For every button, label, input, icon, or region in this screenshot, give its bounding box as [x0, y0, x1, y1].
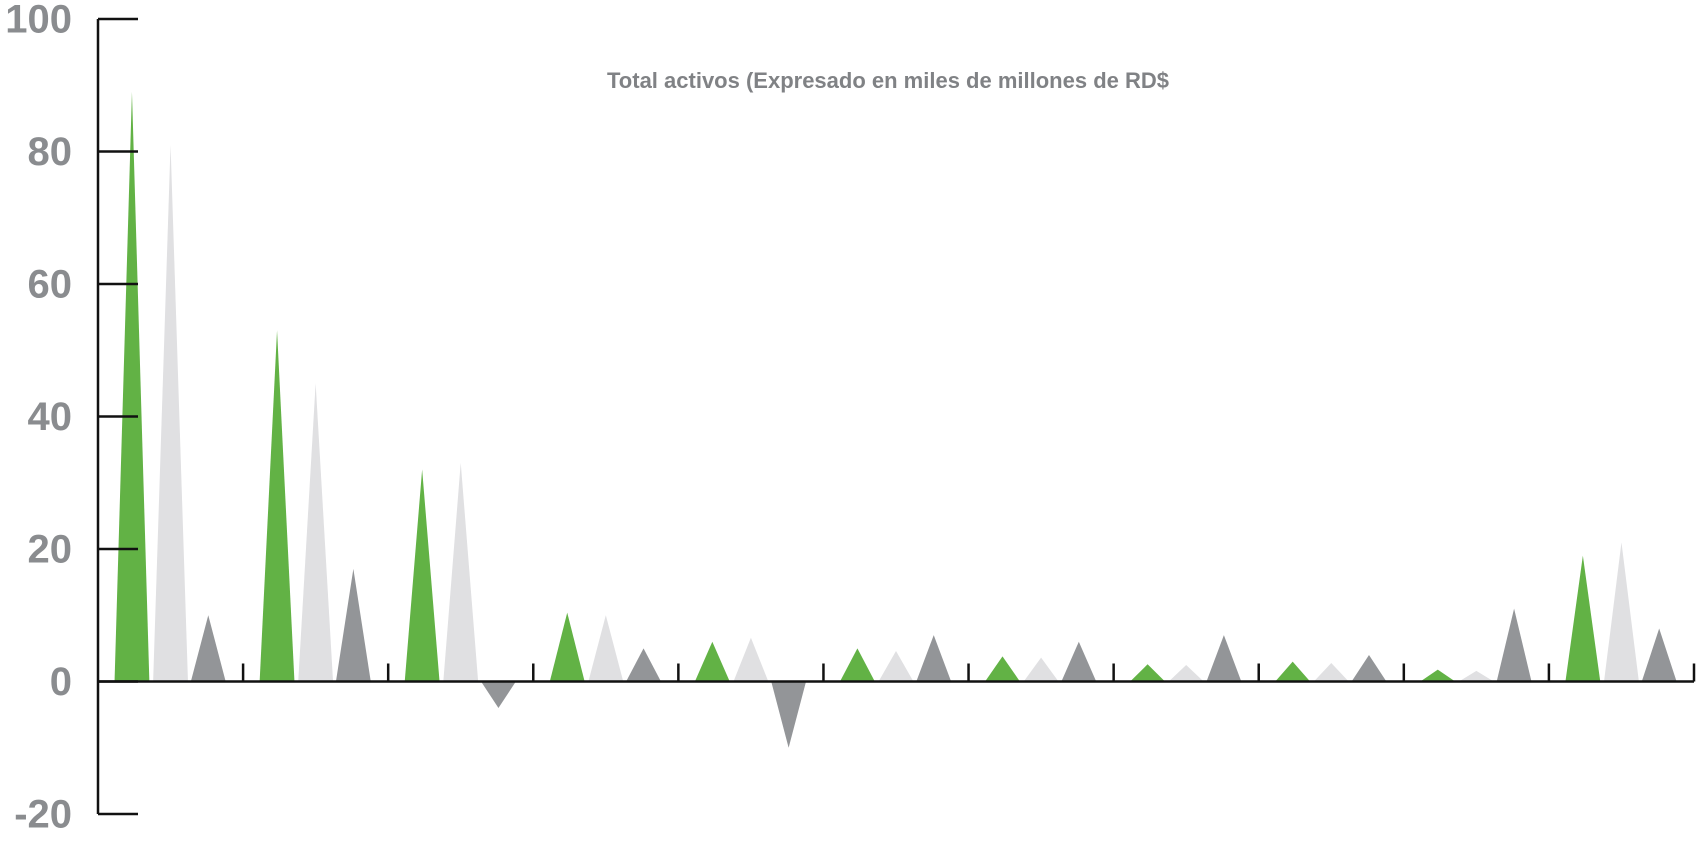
bar	[443, 462, 479, 682]
bar	[1061, 641, 1097, 682]
bar	[1168, 664, 1204, 682]
bar	[1275, 661, 1311, 682]
bar	[733, 637, 769, 682]
bar	[1604, 542, 1639, 682]
bar	[335, 568, 371, 682]
bar	[481, 681, 516, 708]
bar	[298, 383, 334, 682]
bar	[190, 615, 226, 682]
bar	[549, 612, 585, 682]
y-tick-label: 100	[5, 0, 72, 42]
bar	[1496, 608, 1532, 682]
bar	[626, 648, 661, 682]
bar	[1130, 664, 1165, 682]
y-tick-label: 60	[28, 263, 73, 307]
bar	[694, 641, 730, 682]
y-tick-label: 0	[50, 660, 72, 704]
bar	[771, 681, 807, 748]
bar	[259, 330, 295, 682]
bar	[985, 656, 1020, 682]
bar	[916, 635, 952, 682]
bar	[1023, 657, 1059, 682]
bar	[1420, 669, 1456, 682]
bar	[839, 648, 875, 682]
bar	[1313, 662, 1349, 682]
chart-title: Total activos (Expresado en miles de mil…	[607, 68, 1169, 93]
bar	[1206, 635, 1242, 682]
y-tick-label: 40	[28, 395, 73, 439]
bar	[1458, 670, 1494, 682]
bar	[114, 91, 150, 682]
bar	[1565, 555, 1601, 682]
bar	[588, 615, 624, 682]
bar	[153, 144, 188, 682]
y-tick-label: 80	[28, 130, 73, 174]
bar	[878, 651, 914, 682]
bar	[1641, 628, 1677, 682]
y-tick-label: 20	[28, 528, 73, 572]
bar	[404, 469, 440, 682]
bar	[1351, 655, 1387, 682]
y-tick-label: -20	[14, 793, 72, 837]
